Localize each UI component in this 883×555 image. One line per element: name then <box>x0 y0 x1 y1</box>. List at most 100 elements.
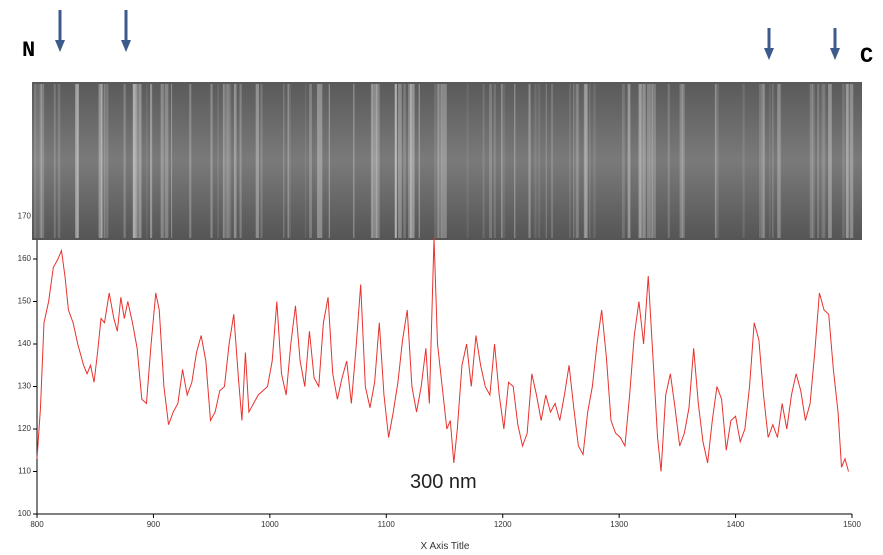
x-tick-label: 900 <box>147 520 161 529</box>
micro-stripe <box>39 84 42 238</box>
micro-stripe <box>822 84 826 238</box>
micro-stripe <box>234 84 237 238</box>
micro-stripe <box>398 84 402 238</box>
micro-stripe <box>370 84 373 238</box>
micro-stripe <box>233 84 236 238</box>
micro-stripe <box>575 84 579 238</box>
micro-stripe <box>99 84 104 238</box>
micro-stripe <box>318 84 323 238</box>
x-tick-label: 800 <box>30 520 44 529</box>
micro-stripe <box>501 84 506 238</box>
micro-stripe <box>403 84 406 238</box>
micro-stripe <box>537 84 541 238</box>
arrow-head <box>764 48 774 60</box>
micro-stripe <box>37 84 40 238</box>
micro-stripe <box>642 84 645 238</box>
micro-stripe <box>592 84 597 238</box>
x-tick-label: 1100 <box>378 520 396 529</box>
micro-stripe <box>667 84 670 238</box>
micro-stripe <box>638 84 641 238</box>
micro-stripe <box>652 84 656 238</box>
micro-stripe <box>846 84 850 238</box>
y-tick-label: 120 <box>18 424 32 433</box>
y-tick-label: 100 <box>18 509 32 518</box>
y-tick-label: 160 <box>18 254 32 263</box>
micro-stripe <box>76 84 79 238</box>
micro-stripe <box>150 84 153 238</box>
micro-stripe <box>106 84 109 238</box>
micro-stripe <box>443 84 447 238</box>
micro-stripe <box>528 84 531 238</box>
micro-stripe <box>436 84 439 238</box>
micro-stripe <box>57 84 61 238</box>
y-tick-label: 170 <box>18 212 32 221</box>
plot <box>36 237 849 472</box>
micro-stripe <box>226 84 230 238</box>
micro-stripe <box>639 84 642 238</box>
micro-stripe <box>440 84 443 238</box>
micro-stripe <box>584 84 587 238</box>
micro-stripe <box>160 84 164 238</box>
micro-stripe <box>828 84 832 238</box>
micro-stripe <box>75 84 79 238</box>
micro-stripe <box>772 84 774 238</box>
micro-stripe <box>260 84 263 238</box>
micro-stripe <box>809 84 814 238</box>
micro-stripe <box>104 84 107 238</box>
arrows <box>55 10 840 60</box>
micro-stripe <box>403 84 405 238</box>
micro-stripe <box>283 84 285 238</box>
micro-stripe <box>489 84 493 238</box>
micro-stripe <box>146 84 148 238</box>
micro-stripe <box>316 84 319 238</box>
micro-stripe <box>714 84 717 238</box>
micro-stripe <box>621 84 625 238</box>
micro-stripe <box>352 84 355 238</box>
micro-stripe <box>132 84 137 238</box>
micro-stripe <box>643 84 646 238</box>
micro-stripe <box>395 84 397 238</box>
micro-stripe <box>545 84 547 238</box>
micro-stripe <box>812 84 815 238</box>
micro-stripe <box>210 84 213 238</box>
micro-stripe <box>493 84 496 238</box>
micro-stripe <box>138 84 142 238</box>
micro-stripe <box>575 84 580 238</box>
micro-stripe <box>715 84 717 238</box>
y-tick-label: 140 <box>18 339 32 348</box>
micro-stripe <box>466 84 469 238</box>
micro-stripe <box>679 84 684 238</box>
micro-stripe <box>235 84 237 238</box>
micro-stripe <box>123 84 126 238</box>
micro-stripe <box>101 84 104 238</box>
micro-stripe <box>374 84 378 238</box>
micro-stripe <box>776 84 780 238</box>
micro-stripe <box>255 84 259 238</box>
micro-stripe <box>305 84 307 238</box>
micro-stripe <box>573 84 575 238</box>
micro-stripe <box>817 84 820 238</box>
micro-stripe <box>164 84 169 238</box>
micro-stripe <box>434 84 436 238</box>
micro-stripe <box>482 84 485 238</box>
c-label: C <box>860 44 873 69</box>
micro-stripe <box>309 84 312 238</box>
micro-stripe <box>224 84 229 238</box>
arrow-head <box>121 40 131 52</box>
micro-stripe <box>646 84 650 238</box>
micro-stripe <box>328 84 330 238</box>
micro-stripe <box>569 84 571 238</box>
micro-stripe <box>34 84 37 238</box>
micro-stripe <box>103 84 106 238</box>
micro-stripe <box>439 84 441 238</box>
micro-stripe <box>534 84 537 238</box>
micro-stripe <box>649 84 653 238</box>
micro-stripe <box>715 84 719 238</box>
micro-stripe <box>758 84 762 238</box>
n-label: N <box>22 38 35 63</box>
micro-stripe <box>101 84 103 238</box>
x-tick-label: 1400 <box>727 520 745 529</box>
micro-stripe <box>98 84 103 238</box>
micro-stripe <box>849 84 854 238</box>
